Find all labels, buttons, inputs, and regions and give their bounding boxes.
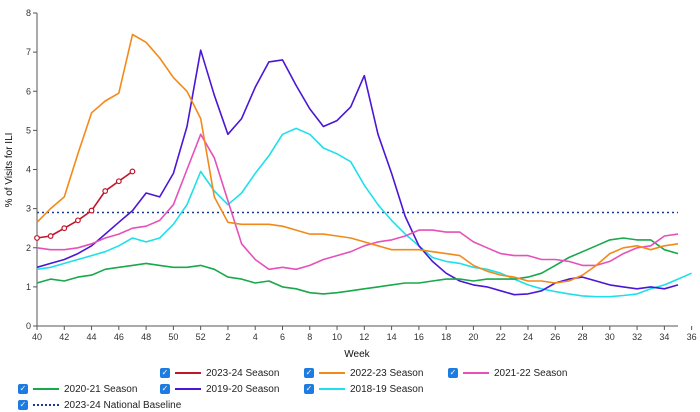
legend-label: 2023-24 National Baseline bbox=[64, 399, 182, 411]
legend-label: 2021-22 Season bbox=[494, 367, 568, 379]
y-tick-label: 6 bbox=[26, 86, 31, 96]
y-tick-label: 3 bbox=[26, 204, 31, 214]
series-layer bbox=[34, 33, 692, 298]
data-point-marker bbox=[47, 233, 54, 239]
legend-label: 2019-20 Season bbox=[206, 383, 280, 395]
y-tick-label: 0 bbox=[26, 321, 31, 331]
x-tick-label: 16 bbox=[414, 332, 424, 342]
checkbox-icon[interactable]: ✓ bbox=[160, 368, 170, 378]
x-tick-label: 6 bbox=[280, 332, 285, 342]
x-tick-label: 36 bbox=[687, 332, 697, 342]
checkbox-icon[interactable]: ✓ bbox=[18, 400, 28, 410]
x-tick-label: 22 bbox=[496, 332, 506, 342]
data-point-marker bbox=[115, 178, 122, 185]
x-tick-label: 24 bbox=[523, 332, 533, 342]
checkbox-icon[interactable]: ✓ bbox=[448, 368, 458, 378]
x-tick-label: 14 bbox=[387, 332, 397, 342]
data-point-marker bbox=[102, 188, 109, 194]
legend-swatch bbox=[319, 372, 345, 374]
x-tick-label: 4 bbox=[253, 332, 258, 342]
data-point-marker bbox=[75, 217, 81, 224]
data-point-marker bbox=[34, 235, 40, 241]
series-line-2019-20-season bbox=[36, 49, 679, 296]
series-line-2021-22-season bbox=[36, 133, 679, 271]
x-tick-label: 32 bbox=[632, 332, 642, 342]
legend-label: 2020-21 Season bbox=[64, 383, 138, 395]
series-line-2020-21-season bbox=[36, 237, 679, 295]
legend-item-baseline[interactable]: ✓ 2023-24 National Baseline bbox=[18, 398, 304, 412]
series-line-2018-19-season bbox=[36, 127, 692, 298]
legend-item-2021-22[interactable]: ✓ 2021-22 Season bbox=[448, 366, 588, 380]
x-tick-label: 20 bbox=[468, 332, 478, 342]
x-tick-label: 42 bbox=[59, 332, 69, 342]
legend-item-2019-20[interactable]: ✓ 2019-20 Season bbox=[160, 382, 304, 396]
legend-swatch bbox=[175, 388, 201, 390]
legend-swatch bbox=[463, 372, 489, 374]
legend-label: 2018-19 Season bbox=[350, 383, 424, 395]
legend-label: 2022-23 Season bbox=[350, 367, 424, 379]
x-tick-label: 10 bbox=[332, 332, 342, 342]
y-tick-label: 8 bbox=[26, 8, 31, 18]
x-tick-label: 48 bbox=[141, 332, 151, 342]
x-tick-label: 12 bbox=[359, 332, 369, 342]
data-point-marker bbox=[61, 225, 68, 232]
checkbox-icon[interactable]: ✓ bbox=[304, 384, 314, 394]
legend-label: 2023-24 Season bbox=[206, 367, 280, 379]
x-tick-label: 28 bbox=[578, 332, 588, 342]
data-point-marker bbox=[129, 168, 136, 175]
checkbox-icon[interactable]: ✓ bbox=[160, 384, 170, 394]
legend-swatch bbox=[33, 388, 59, 390]
x-tick-label: 50 bbox=[168, 332, 178, 342]
y-tick-label: 5 bbox=[26, 125, 31, 135]
y-tick-label: 1 bbox=[26, 282, 31, 292]
x-tick-label: 18 bbox=[441, 332, 451, 342]
x-tick-label: 8 bbox=[307, 332, 312, 342]
legend-swatch bbox=[319, 388, 345, 390]
x-tick-label: 52 bbox=[196, 332, 206, 342]
legend-swatch bbox=[175, 372, 201, 374]
legend-item-2023-24[interactable]: ✓ 2023-24 Season bbox=[160, 366, 304, 380]
data-point-marker bbox=[88, 207, 95, 214]
y-tick-label: 2 bbox=[26, 243, 31, 253]
checkbox-icon[interactable]: ✓ bbox=[304, 368, 314, 378]
y-tick-label: 7 bbox=[26, 47, 31, 57]
legend-item-2020-21[interactable]: ✓ 2020-21 Season bbox=[18, 382, 160, 396]
legend-item-2018-19[interactable]: ✓ 2018-19 Season bbox=[304, 382, 448, 396]
x-tick-label: 26 bbox=[550, 332, 560, 342]
x-tick-label: 46 bbox=[114, 332, 124, 342]
series-line-2022-23-season bbox=[36, 33, 679, 284]
y-tick-label: 4 bbox=[26, 165, 31, 175]
x-tick-label: 44 bbox=[87, 332, 97, 342]
legend-swatch bbox=[33, 404, 59, 406]
legend: ✓ 2023-24 National Baseline ✓ 2023-24 Se… bbox=[18, 366, 678, 412]
x-axis-title: Week bbox=[344, 349, 370, 360]
x-tick-label: 30 bbox=[605, 332, 615, 342]
x-tick-label: 2 bbox=[225, 332, 230, 342]
checkbox-icon[interactable]: ✓ bbox=[18, 384, 28, 394]
x-tick-label: 34 bbox=[659, 332, 669, 342]
legend-item-2022-23[interactable]: ✓ 2022-23 Season bbox=[304, 366, 448, 380]
y-axis-title: % of Visits for ILI bbox=[4, 133, 15, 208]
x-tick-label: 40 bbox=[32, 332, 42, 342]
